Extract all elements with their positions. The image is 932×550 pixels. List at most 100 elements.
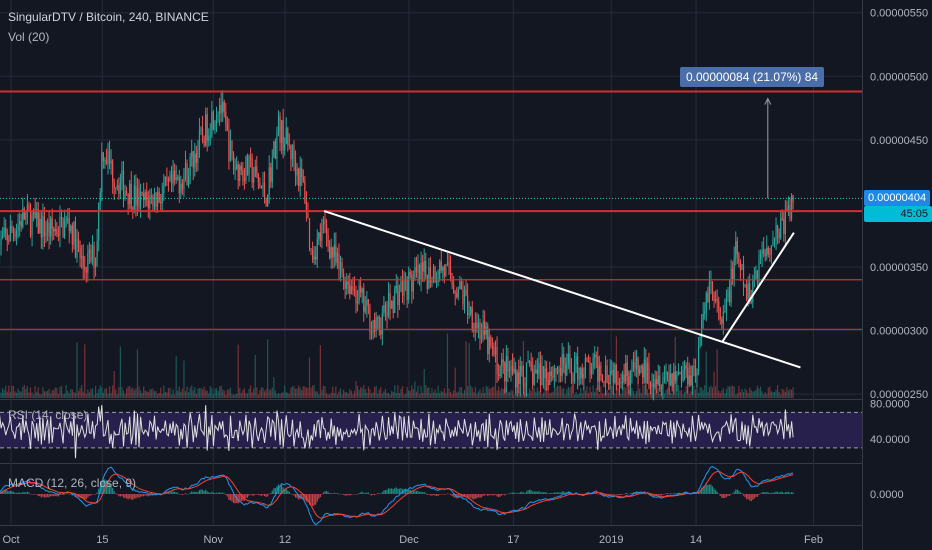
candle-body (90, 249, 92, 262)
macd-histogram-bar (530, 490, 532, 494)
candle-body (107, 151, 109, 165)
volume-bar (711, 387, 714, 398)
macd-histogram-bar (250, 494, 252, 495)
macd-histogram-bar (170, 491, 173, 494)
x-tick-label: Feb (804, 534, 823, 546)
macd-histogram-bar (487, 494, 489, 496)
volume-bar (99, 385, 101, 398)
volume-bar (778, 391, 780, 398)
macd-histogram-bar (449, 494, 452, 495)
volume-bar (277, 392, 280, 398)
candle-body (149, 195, 151, 208)
macd-histogram-bar (716, 491, 718, 494)
candle-body (391, 300, 393, 309)
macd-histogram-bar (665, 493, 667, 494)
macd-histogram-bar (174, 491, 176, 494)
volume-bar (302, 386, 304, 398)
candle-body (271, 157, 273, 182)
macd-histogram-bar (39, 494, 41, 497)
volume-bar (91, 388, 94, 398)
volume-bar (640, 392, 642, 398)
trendline (721, 232, 795, 343)
macd-histogram-bar (232, 494, 235, 503)
macd-histogram-bar (33, 494, 35, 495)
candle-body (335, 244, 337, 263)
candle-body (285, 128, 287, 144)
candle-body (508, 369, 511, 372)
candle-body (209, 134, 211, 137)
macd-histogram-bar (360, 492, 362, 494)
volume-bar (59, 386, 61, 398)
candle-body (671, 373, 673, 388)
candle-body (642, 365, 644, 378)
volume-bar (511, 390, 514, 398)
volume-bar (180, 391, 182, 398)
volume-bar (243, 388, 246, 398)
macd-histogram-bar (14, 492, 16, 494)
candle-body (787, 205, 790, 211)
candle-body (659, 375, 661, 388)
candle-body (143, 193, 145, 201)
trendlines (323, 97, 801, 369)
macd-histogram-bar (696, 493, 698, 494)
candle-body (682, 369, 684, 381)
candle-body (721, 319, 723, 324)
candle-body (580, 368, 582, 379)
candle-body (736, 241, 738, 254)
macd-histogram-bar (144, 494, 146, 496)
candle-body (680, 373, 683, 381)
candle-body (188, 176, 190, 186)
volume-bar (392, 391, 394, 398)
volume-bar (767, 387, 769, 398)
candle-body (501, 359, 503, 367)
candle-body (400, 281, 402, 292)
candle-body (679, 372, 681, 374)
volume-bar (189, 387, 191, 398)
macd-histogram-bar (719, 494, 721, 496)
macd-histogram-bar (243, 494, 246, 501)
volume-bar (167, 388, 170, 398)
candle-body (346, 281, 348, 289)
volume-bar (270, 389, 272, 398)
macd-histogram-bar (470, 494, 472, 498)
volume-bar (122, 390, 125, 398)
macd-histogram-bar (501, 494, 503, 496)
volume-bar (372, 392, 374, 398)
volume-bar (315, 391, 317, 398)
macd-histogram-bar (383, 490, 385, 494)
candle-body (112, 160, 114, 182)
candle-body (414, 267, 416, 278)
volume-bar (139, 390, 142, 398)
volume-bar (367, 386, 370, 398)
volume-bar (766, 394, 768, 398)
candle-body (660, 387, 662, 390)
candle-body (318, 232, 320, 239)
volume-bar (2, 388, 4, 398)
macd-histogram-bar (764, 492, 766, 494)
volume-bar (129, 385, 131, 398)
volume-bar (394, 385, 396, 398)
volume-bar (285, 392, 287, 398)
macd-tick-label: 0.0000 (870, 489, 904, 501)
volume-bar (116, 394, 118, 398)
macd-histogram-bar (150, 494, 153, 496)
volume-bar (113, 371, 115, 398)
candle-body (739, 262, 742, 270)
volume-bar (229, 387, 232, 398)
candle-body (324, 220, 326, 225)
volume-bar (634, 394, 636, 398)
macd-histogram-bar (722, 494, 724, 498)
candle-body (702, 313, 704, 320)
candle-body (635, 357, 638, 369)
macd-histogram-bar (618, 494, 621, 496)
macd-histogram-bar (84, 494, 86, 500)
volume-bar (718, 390, 720, 398)
candle-body (347, 281, 349, 285)
volume-bar (428, 387, 430, 398)
candle-body (192, 151, 194, 168)
volume-bar (324, 386, 326, 398)
candle-body (167, 178, 170, 182)
candle-body (415, 267, 418, 273)
volume-bar (442, 391, 444, 398)
